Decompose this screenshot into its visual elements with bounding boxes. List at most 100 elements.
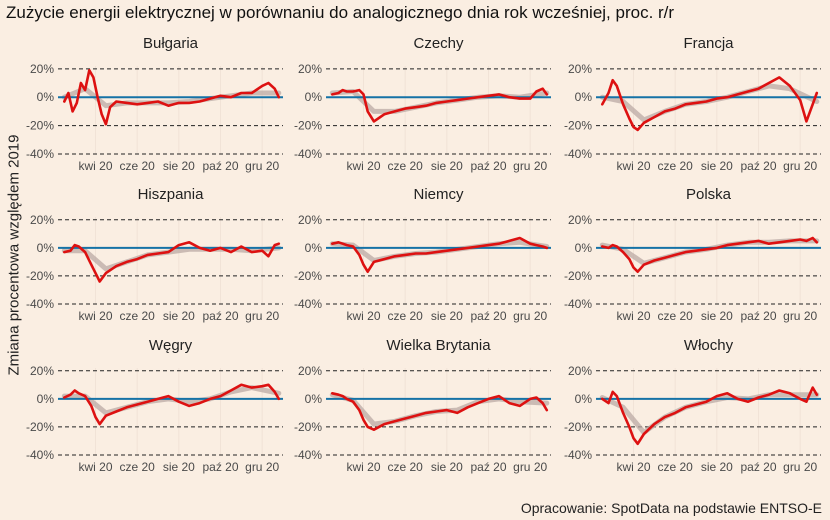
x-tick-label: paź 20 [470, 309, 506, 323]
panel-polska: Polska -40% -20% 0% 20% kwi 20 cze 20 sie 20 paź… [564, 186, 821, 323]
y-tick-label: 20% [568, 62, 592, 76]
x-tick-label: gru 20 [783, 159, 817, 173]
panel-title: Węgry [149, 337, 193, 354]
y-tick-label: -40% [564, 147, 592, 161]
y-tick-label: 0% [575, 392, 593, 406]
x-tick-label: kwi 20 [346, 460, 380, 474]
panel-title: Francja [683, 35, 734, 52]
x-tick-label: sie 20 [163, 159, 195, 173]
x-tick-label: sie 20 [701, 159, 733, 173]
x-tick-label: paź 20 [740, 460, 776, 474]
x-tick-label: kwi 20 [616, 159, 650, 173]
y-tick-label: -20% [294, 420, 322, 434]
panel-title: Wielka Brytania [386, 337, 491, 354]
trend-line [599, 238, 820, 266]
x-tick-label: cze 20 [119, 309, 155, 323]
x-tick-label: cze 20 [657, 460, 693, 474]
x-tick-label: kwi 20 [616, 460, 650, 474]
series-line [331, 236, 549, 273]
y-tick-label: 20% [298, 62, 322, 76]
x-tick-label: kwi 20 [78, 309, 112, 323]
panel-francja: Francja -40% -20% 0% 20% kwi 20 cze 20 sie 20 pa… [564, 35, 821, 173]
y-tick-label: -40% [26, 448, 54, 462]
panel-bulgaria: Bułgaria -40% -20% 0% 20% kwi 20 cze 20 sie 20 p… [26, 35, 283, 173]
series-line [331, 392, 549, 431]
x-tick-label: cze 20 [387, 460, 423, 474]
y-tick-label: -20% [26, 420, 54, 434]
x-tick-label: kwi 20 [346, 159, 380, 173]
y-tick-label: -20% [564, 420, 592, 434]
panel-title: Hiszpania [138, 186, 205, 203]
panel-wielka-brytania: Wielka Brytania -40% -20% 0% 20% kwi 20 cze 20… [294, 337, 551, 474]
y-tick-label: 20% [568, 213, 592, 227]
y-tick-label: -20% [294, 269, 322, 283]
y-tick-label: -40% [294, 448, 322, 462]
x-tick-label: gru 20 [783, 460, 817, 474]
y-tick-label: -40% [26, 147, 54, 161]
x-tick-label: cze 20 [657, 159, 693, 173]
source-caption: Opracowanie: SpotData na podstawie ENTSO… [520, 500, 822, 516]
x-tick-label: kwi 20 [616, 309, 650, 323]
panel-title: Niemcy [413, 186, 464, 203]
x-tick-label: gru 20 [245, 309, 279, 323]
y-tick-label: 0% [575, 90, 593, 104]
x-tick-label: paź 20 [470, 159, 506, 173]
series-line [63, 241, 281, 283]
x-tick-label: gru 20 [513, 159, 547, 173]
y-tick-label: 0% [305, 90, 323, 104]
panel-title: Polska [686, 186, 732, 203]
y-tick-label: -40% [294, 297, 322, 311]
y-tick-label: -20% [294, 119, 322, 133]
x-tick-label: gru 20 [513, 460, 547, 474]
y-tick-label: -40% [26, 297, 54, 311]
y-tick-label: 20% [30, 364, 54, 378]
x-tick-label: sie 20 [163, 460, 195, 474]
x-tick-label: paź 20 [202, 309, 238, 323]
x-tick-label: gru 20 [513, 309, 547, 323]
y-tick-label: 0% [37, 392, 55, 406]
y-tick-label: 0% [305, 241, 323, 255]
trend-line [599, 83, 820, 123]
series-line [63, 69, 281, 126]
y-tick-label: -20% [564, 119, 592, 133]
panel-wegry: Węgry -40% -20% 0% 20% kwi 20 cze 20 sie 20 paź … [26, 337, 283, 474]
x-tick-label: kwi 20 [346, 309, 380, 323]
panel-wlochy: Włochy -40% -20% 0% 20% kwi 20 cze 20 sie 20 paź… [564, 337, 821, 474]
panel-title: Włochy [684, 337, 734, 354]
y-tick-label: 20% [298, 364, 322, 378]
x-tick-label: sie 20 [701, 309, 733, 323]
x-tick-label: paź 20 [202, 159, 238, 173]
y-tick-label: 20% [298, 213, 322, 227]
y-tick-label: 20% [30, 62, 54, 76]
y-tick-label: 0% [305, 392, 323, 406]
x-tick-label: cze 20 [119, 460, 155, 474]
x-tick-label: sie 20 [701, 460, 733, 474]
x-tick-label: kwi 20 [78, 159, 112, 173]
x-tick-label: gru 20 [245, 460, 279, 474]
y-tick-label: -40% [294, 147, 322, 161]
x-tick-label: paź 20 [740, 159, 776, 173]
series-line [331, 87, 549, 123]
series-line [601, 386, 819, 446]
series-line [601, 236, 819, 273]
panel-title: Bułgaria [143, 35, 199, 52]
x-tick-label: paź 20 [470, 460, 506, 474]
x-tick-label: paź 20 [740, 309, 776, 323]
x-tick-label: cze 20 [657, 309, 693, 323]
x-tick-label: gru 20 [783, 309, 817, 323]
x-tick-label: cze 20 [119, 159, 155, 173]
series-line [63, 383, 281, 426]
x-tick-label: sie 20 [431, 159, 463, 173]
x-tick-label: sie 20 [431, 460, 463, 474]
y-tick-label: -20% [26, 119, 54, 133]
x-tick-label: sie 20 [163, 309, 195, 323]
x-tick-label: cze 20 [387, 309, 423, 323]
chart-title: Zużycie energii elektrycznej w porównani… [6, 3, 675, 22]
y-tick-label: 20% [30, 213, 54, 227]
x-tick-label: kwi 20 [78, 460, 112, 474]
panel-title: Czechy [413, 35, 464, 52]
y-tick-label: 0% [37, 90, 55, 104]
y-tick-label: 0% [575, 241, 593, 255]
panel-czechy: Czechy -40% -20% 0% 20% kwi 20 cze 20 sie 20 paź… [294, 35, 551, 173]
